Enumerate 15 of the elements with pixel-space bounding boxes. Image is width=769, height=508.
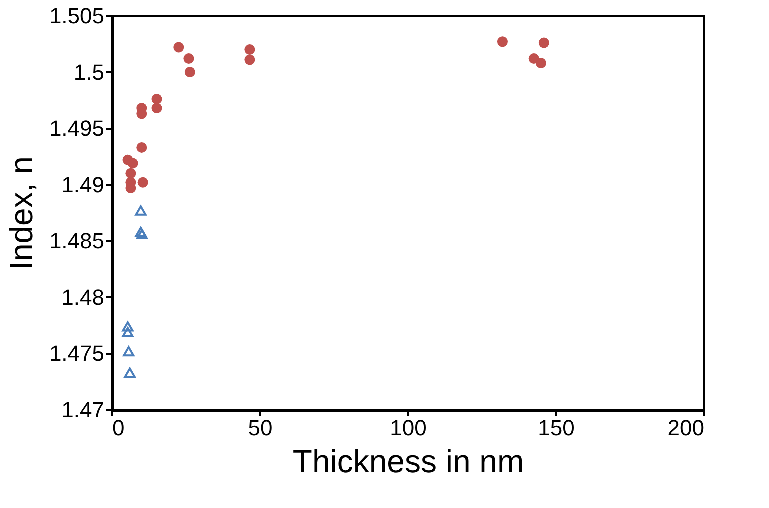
y-tick-label: 1.495 bbox=[49, 116, 104, 142]
y-tick-label: 1.475 bbox=[49, 341, 104, 366]
x-tick-label: 200 bbox=[668, 416, 704, 440]
y-tick-label: 1.5 bbox=[74, 60, 104, 85]
x-axis-title: Thickness in nm bbox=[292, 444, 524, 480]
y-axis-title: Index, n bbox=[3, 156, 40, 270]
x-tick-label: 100 bbox=[390, 416, 427, 440]
x-tick-label: 50 bbox=[248, 416, 273, 440]
y-tick-label: 1.505 bbox=[49, 4, 104, 28]
x-tick-label: 150 bbox=[538, 416, 575, 440]
y-tick-label: 1.49 bbox=[62, 172, 104, 198]
x-tick-label: 0 bbox=[112, 416, 125, 440]
y-tick-label: 1.48 bbox=[62, 284, 104, 310]
y-tick-label: 1.485 bbox=[49, 228, 104, 254]
y-tick-label: 1.47 bbox=[62, 398, 104, 422]
